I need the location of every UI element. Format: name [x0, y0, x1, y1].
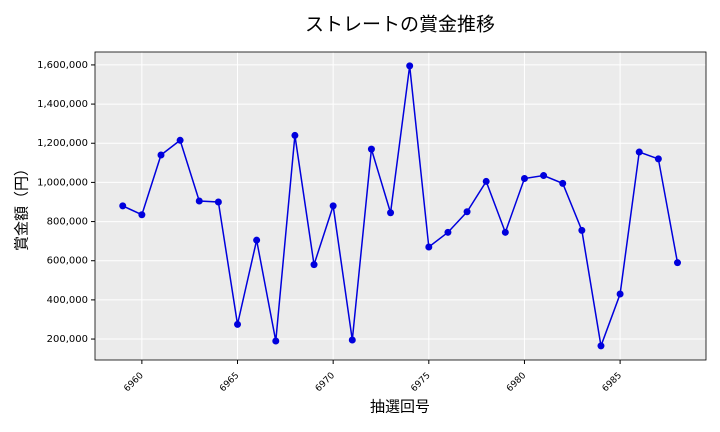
- data-point: [348, 336, 356, 344]
- x-axis-label: 抽選回号: [370, 398, 430, 416]
- y-tick-label: 800,000: [47, 217, 88, 228]
- data-point: [119, 202, 127, 210]
- y-tick-label: 1,000,000: [37, 177, 88, 188]
- data-point: [501, 228, 509, 236]
- y-tick-label: 1,200,000: [37, 138, 88, 149]
- y-tick-label: 200,000: [47, 334, 88, 345]
- plot-area: [95, 52, 706, 360]
- chart-title: ストレートの賞金推移: [305, 14, 495, 36]
- data-point: [214, 198, 222, 206]
- data-point: [463, 208, 471, 216]
- data-point: [310, 261, 318, 269]
- data-point: [654, 155, 662, 163]
- data-point: [597, 342, 605, 350]
- data-point: [176, 136, 184, 144]
- y-tick-label: 1,600,000: [37, 60, 88, 71]
- data-point: [253, 236, 261, 244]
- plot-frame: [94, 51, 707, 361]
- y-tick-label: 400,000: [47, 295, 88, 306]
- data-point: [559, 179, 567, 187]
- x-tick-label: 6965: [218, 371, 241, 394]
- data-point: [195, 197, 203, 205]
- data-point: [272, 337, 280, 345]
- data-point: [157, 151, 165, 159]
- data-point: [444, 228, 452, 236]
- x-tick-label: 6970: [314, 371, 337, 394]
- y-axis-label: 賞金額（円）: [13, 161, 31, 251]
- y-tick-label: 600,000: [47, 256, 88, 267]
- x-tick-label: 6975: [409, 371, 432, 394]
- data-point: [635, 148, 643, 156]
- y-tick-label: 1,400,000: [37, 99, 88, 110]
- x-tick-label: 6960: [122, 371, 145, 394]
- data-point: [234, 320, 242, 328]
- data-point: [406, 62, 414, 70]
- data-point: [387, 209, 395, 217]
- data-point: [329, 202, 337, 210]
- data-point: [578, 226, 586, 234]
- x-tick-label: 6980: [505, 371, 528, 394]
- data-point: [482, 177, 490, 185]
- data-point: [425, 243, 433, 251]
- data-point: [291, 131, 299, 139]
- data-point: [540, 172, 548, 180]
- data-point: [520, 174, 528, 182]
- x-tick-label: 6985: [601, 371, 624, 394]
- data-point: [138, 211, 146, 219]
- data-point: [673, 259, 681, 267]
- data-point: [367, 145, 375, 153]
- data-point: [616, 290, 624, 298]
